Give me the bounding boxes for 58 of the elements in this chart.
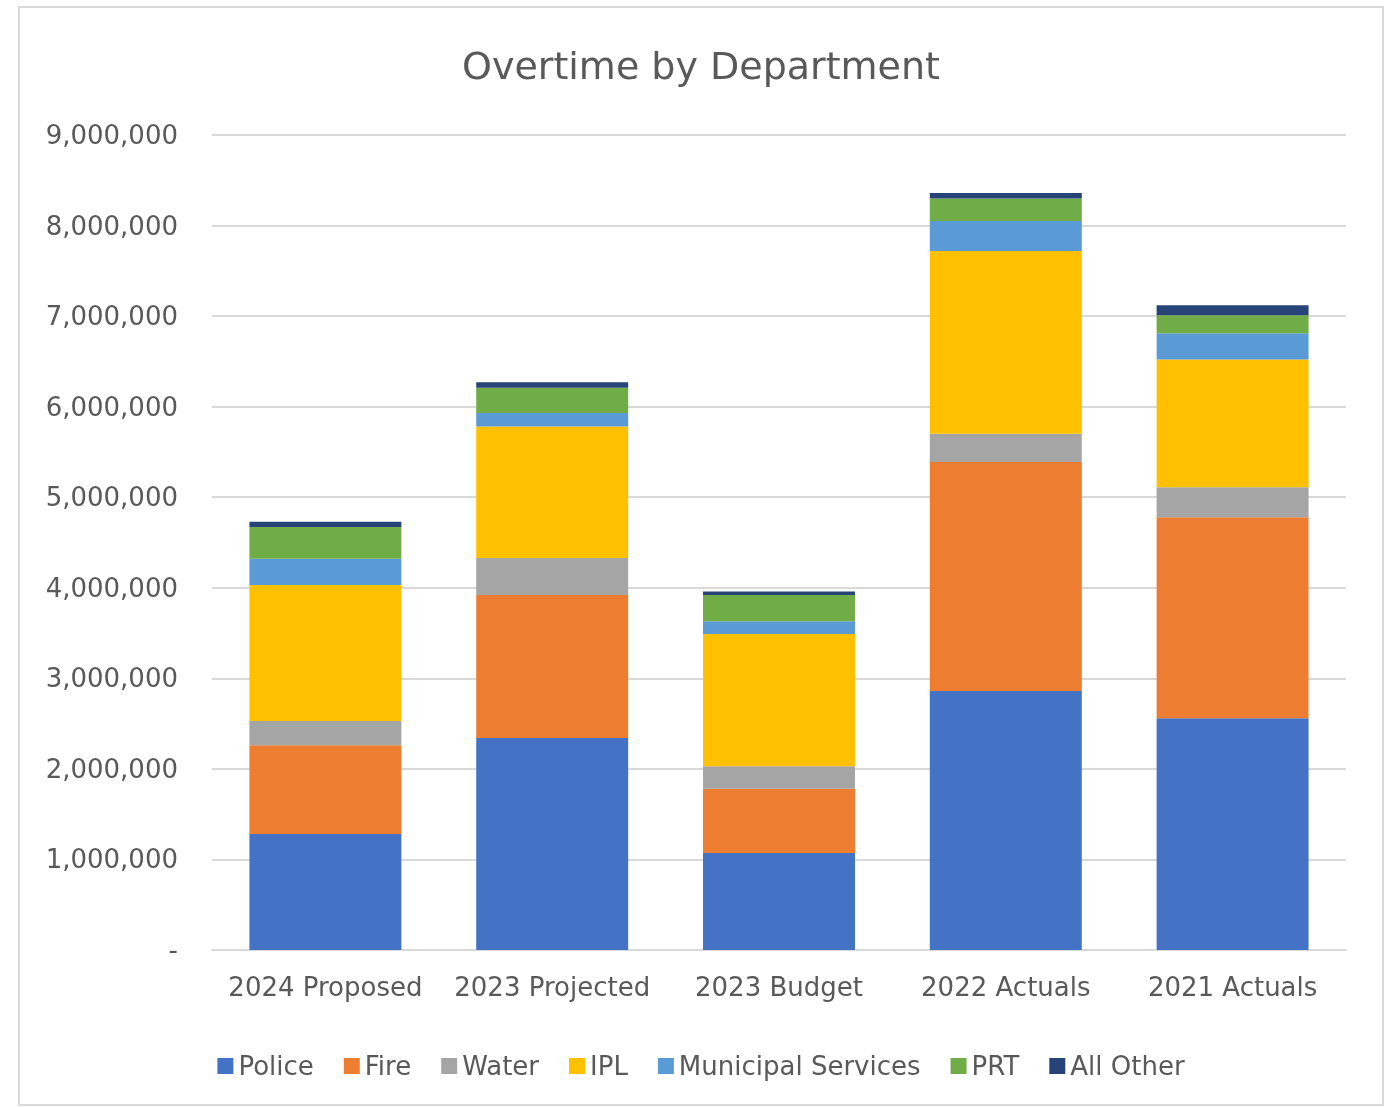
bar — [1156, 517, 1309, 719]
legend-label: PRT — [971, 1051, 1020, 1081]
bar — [249, 745, 402, 835]
bar — [249, 834, 402, 950]
bar — [476, 382, 629, 388]
bar — [249, 527, 402, 559]
bar — [703, 853, 855, 950]
bar — [476, 413, 629, 427]
bar — [249, 720, 402, 746]
legend-label: Fire — [364, 1051, 412, 1081]
bar — [1156, 718, 1309, 950]
bar — [476, 426, 629, 558]
bar — [249, 585, 402, 721]
bar — [929, 250, 1082, 434]
y-tick-label: - — [168, 935, 178, 965]
bar — [476, 387, 629, 414]
y-tick-label: 1,000,000 — [45, 844, 178, 875]
legend-label: IPL — [590, 1051, 629, 1081]
y-tick-label: 3,000,000 — [45, 663, 178, 694]
y-tick-label: 8,000,000 — [45, 210, 178, 241]
y-tick-label: 9,000,000 — [45, 120, 178, 150]
x-tick-label: 2022 Actuals — [921, 972, 1091, 1002]
bar — [1156, 315, 1309, 334]
bar — [1156, 333, 1309, 360]
legend-label: Water — [462, 1051, 540, 1081]
bar — [1156, 305, 1309, 316]
bar — [476, 738, 629, 950]
bar — [929, 198, 1082, 222]
y-tick-label: 6,000,000 — [45, 391, 178, 422]
bar — [476, 595, 629, 739]
legend-label: Municipal Services — [678, 1051, 921, 1081]
bar — [703, 595, 855, 622]
chart-title: Overtime by Department — [462, 44, 940, 88]
bar — [929, 691, 1082, 950]
bar — [703, 766, 855, 789]
bar — [476, 557, 629, 596]
x-tick-label: 2024 Proposed — [228, 972, 423, 1002]
bar — [929, 461, 1082, 692]
legend-label: All Other — [1070, 1051, 1185, 1081]
bar — [703, 633, 855, 767]
bar — [929, 192, 1082, 199]
bar — [249, 521, 402, 528]
bar — [703, 591, 855, 596]
y-tick-label: 5,000,000 — [45, 482, 178, 513]
x-tick-label: 2023 Budget — [695, 972, 863, 1002]
bar — [1156, 487, 1309, 518]
x-tick-label: 2021 Actuals — [1147, 972, 1318, 1002]
y-tick-label: 4,000,000 — [45, 572, 178, 603]
bar — [929, 221, 1082, 251]
y-tick-label: 7,000,000 — [45, 301, 178, 332]
bar — [1156, 359, 1309, 488]
x-tick-label: 2023 Projected — [454, 972, 651, 1002]
y-tick-label: 2,000,000 — [45, 753, 178, 784]
bar — [929, 433, 1082, 462]
bar — [249, 558, 402, 586]
bar — [703, 788, 855, 854]
legend-label: Police — [238, 1051, 314, 1081]
bar — [703, 621, 855, 634]
